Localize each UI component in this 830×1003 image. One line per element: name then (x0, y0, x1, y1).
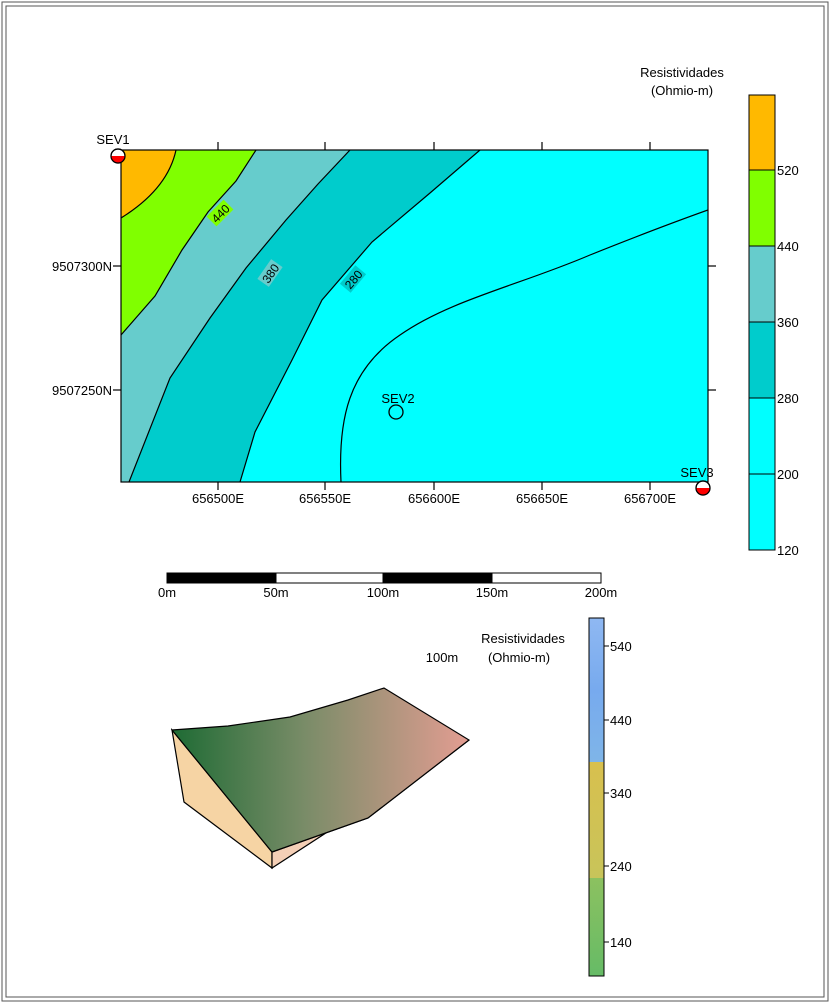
station-sev3: SEV3 (680, 465, 714, 496)
station-sev2: SEV2 (381, 391, 415, 420)
x-tick-label: 656550E (299, 491, 351, 506)
station-label: SEV1 (96, 132, 129, 147)
legend-tick-label: 280 (777, 391, 799, 406)
right-ticks (708, 265, 716, 391)
legend-unit: (Ohmio-m) (651, 83, 713, 98)
block-3d: 100m (170, 650, 471, 870)
resistivity-legend-top: Resistividades (Ohmio-m) 120 200 280 360… (640, 65, 799, 558)
legend-tick-label: 340 (610, 786, 632, 801)
station-sev1: SEV1 (96, 132, 130, 164)
scale-label: 100m (367, 585, 400, 600)
zone-orange (121, 150, 176, 218)
station-label: SEV3 (680, 465, 713, 480)
legend-frame (588, 617, 605, 977)
contour-line-380 (128, 150, 351, 482)
legend-unit: (Ohmio-m) (488, 650, 550, 665)
legend-swatch-grey-teal (749, 246, 775, 322)
legend-tick-label: 440 (610, 713, 632, 728)
x-tick-label: 656500E (192, 491, 244, 506)
zone-green (121, 150, 256, 335)
legend-title: Resistividades (481, 631, 565, 646)
legend-swatch-teal (749, 322, 775, 398)
legend-band-green (589, 878, 604, 976)
bottom-ticks (217, 482, 651, 490)
top-ticks (217, 142, 651, 150)
legend-title: Resistividades (640, 65, 724, 80)
x-tick-label: 656700E (624, 491, 676, 506)
block-scale-label: 100m (426, 650, 459, 665)
scale-label: 150m (476, 585, 509, 600)
contour-line-440 (121, 150, 257, 336)
legend-tick-label: 140 (610, 935, 632, 950)
legend-band-yellow (589, 762, 604, 878)
scale-label: 200m (585, 585, 618, 600)
legend-band-blue (589, 618, 604, 762)
legend-tick-label: 120 (777, 543, 799, 558)
scale-label: 0m (158, 585, 176, 600)
legend-tick-label: 240 (610, 859, 632, 874)
x-tick-label: 656650E (516, 491, 568, 506)
contour-line-200 (339, 209, 708, 482)
legend-tick-label: 520 (777, 163, 799, 178)
scale-bar: 0m 50m 100m 150m 200m (158, 572, 618, 600)
left-ticks (113, 265, 121, 391)
station-label: SEV2 (381, 391, 414, 406)
map-border (120, 149, 709, 483)
inner-frame (5, 5, 825, 998)
y-tick-label: 9507300N (52, 259, 112, 274)
contour-map: 440 380 280 (52, 132, 716, 506)
y-tick-label: 9507250N (52, 383, 112, 398)
legend-swatch-orange (749, 95, 775, 170)
contour-line-280 (239, 150, 481, 482)
resistivity-legend-3d: Resistividades (Ohmio-m) 540 440 340 240… (481, 617, 632, 977)
legend-tick-label: 540 (610, 639, 632, 654)
legend-tick-label: 200 (777, 467, 799, 482)
contour-line-520 (121, 150, 177, 219)
legend-tick-label: 360 (777, 315, 799, 330)
legend-swatch-green (749, 170, 775, 246)
legend-tick-label: 440 (777, 239, 799, 254)
block-top-surface (170, 687, 471, 853)
x-tick-label: 656600E (408, 491, 460, 506)
scale-label: 50m (263, 585, 288, 600)
